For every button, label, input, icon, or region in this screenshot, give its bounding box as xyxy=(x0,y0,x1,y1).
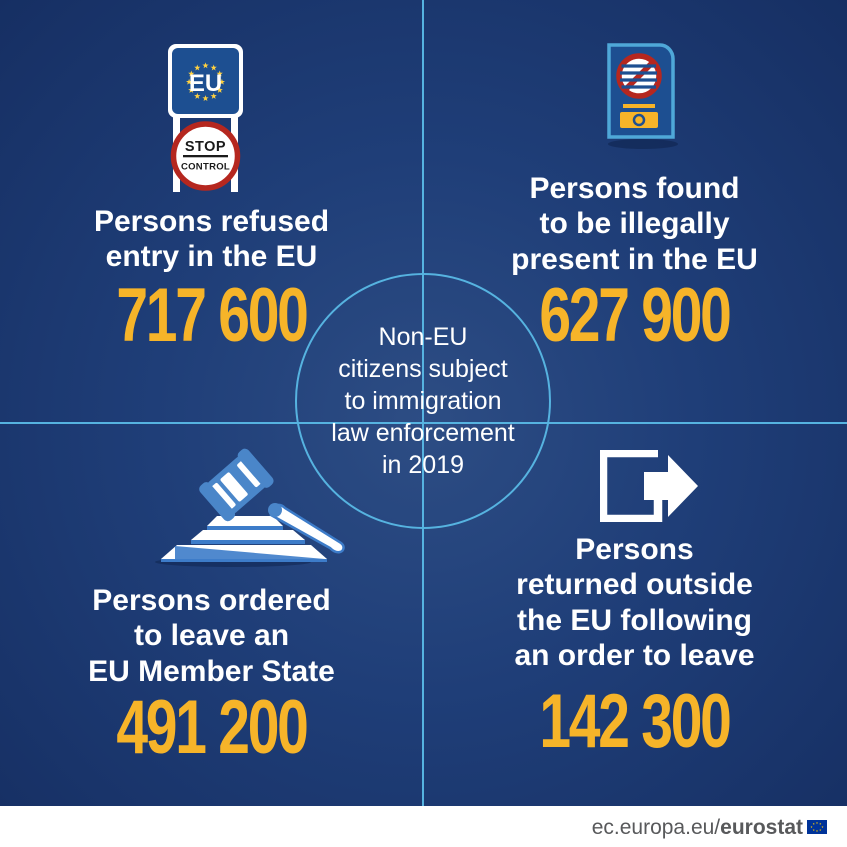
svg-text:STOP: STOP xyxy=(185,139,226,155)
svg-text:EU: EU xyxy=(189,70,222,97)
svg-text:CONTROL: CONTROL xyxy=(181,162,230,173)
